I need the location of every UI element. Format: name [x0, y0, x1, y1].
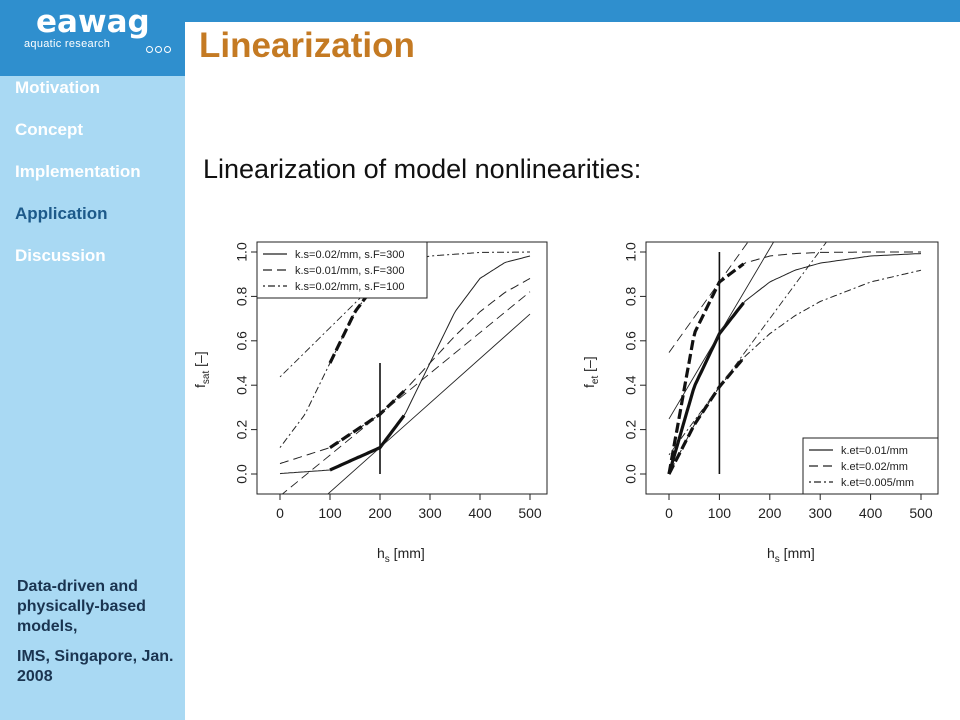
series-highlight-1 [667, 301, 745, 475]
series-line-1 [279, 255, 531, 475]
y-tick-label: 0.0 [234, 464, 250, 484]
legend-label-2: k.et=0.02/mm [841, 461, 908, 473]
x-axis-label: hs [mm] [767, 545, 815, 565]
top-bar [0, 0, 960, 22]
x-axis-label: hs [mm] [377, 545, 425, 565]
y-tick-label: 0.8 [234, 286, 250, 306]
plot-body [667, 242, 922, 475]
sidebar-item-concept[interactable]: Concept [15, 120, 83, 139]
chart-1: 0 100 200 300 400 500 0.0 0.2 0.4 0.6 0.8 1.0 hs [mm… [192, 241, 548, 565]
y-tick-label: 0.4 [234, 375, 250, 395]
tangent-line-2 [668, 242, 749, 353]
series-highlight-2 [329, 389, 406, 449]
series-line-2 [668, 251, 921, 475]
y-tick-label: 0.2 [234, 420, 250, 440]
y-tick-label: 0.0 [623, 464, 639, 484]
sidebar-item-implementation[interactable]: Implementation [15, 162, 141, 181]
tangent-line-1 [668, 242, 775, 420]
logo: eawag aquatic research [0, 0, 185, 76]
y-tick-label: 1.0 [234, 242, 250, 262]
y-axis-label: fsat [–] [192, 351, 212, 388]
y-tick-label: 0.6 [234, 331, 250, 351]
x-tick-label: 200 [368, 505, 392, 521]
x-tick-label: 400 [859, 505, 883, 521]
x-tick-label: 500 [518, 505, 542, 521]
y-tick-label: 0.8 [623, 286, 639, 306]
legend-label-1: k.et=0.01/mm [841, 445, 908, 457]
plot-frame [645, 241, 939, 495]
sidebar-item-motivation[interactable]: Motivation [15, 78, 100, 97]
y-tick-label: 0.4 [623, 375, 639, 395]
slide-subtitle: Linearization of model nonlinearities: [203, 154, 642, 184]
legend: k.s=0.02/mm, s.F=300 k.s=0.01/mm, s.F=300… [256, 241, 428, 299]
x-tick-label: 500 [909, 505, 933, 521]
x-tick-label: 0 [665, 505, 673, 521]
x-tick-label: 300 [418, 505, 442, 521]
legend-label-1: k.s=0.02/mm, s.F=300 [295, 249, 404, 261]
y-tick-label: 0.2 [623, 420, 639, 440]
x-tick-label: 0 [276, 505, 284, 521]
legend-label-3: k.et=0.005/mm [841, 477, 914, 489]
x-tick-label: 300 [809, 505, 833, 521]
y-axis-label: fet [–] [581, 356, 601, 388]
logo-dots-icon [146, 40, 173, 58]
logo-wordmark: eawag [36, 4, 150, 40]
tangent-line-1 [327, 313, 531, 494]
x-tick-label: 400 [468, 505, 492, 521]
sidebar [0, 76, 185, 720]
tangent-line-3 [668, 242, 828, 456]
charts-area: 0 100 200 300 400 500 0.0 0.2 0.4 0.6 0.8 1.0 hs [mm… [192, 241, 939, 565]
chart-2: 0 100 200 300 400 500 0.0 0.2 0.4 0.6 0.8 1.0 hs [mm… [581, 241, 939, 565]
page-title: Linearization [199, 26, 415, 65]
logo-tagline: aquatic research [24, 38, 111, 50]
footer-note-line2: IMS, Singapore, Jan. 2008 [17, 648, 174, 685]
series-highlight-1 [329, 414, 406, 472]
series-highlight-3 [667, 356, 745, 475]
legend-label-3: k.s=0.02/mm, s.F=100 [295, 281, 404, 293]
footer-note-line1: Data-driven and physically-based models, [17, 578, 146, 635]
sidebar-nav: Motivation Concept Implementation Applic… [15, 78, 141, 288]
x-tick-label: 200 [758, 505, 782, 521]
footer-note: Data-driven and physically-based models,… [17, 577, 182, 687]
legend: k.et=0.01/mm k.et=0.02/mm k.et=0.005/mm [802, 437, 939, 495]
legend-label-2: k.s=0.01/mm, s.F=300 [295, 265, 404, 277]
x-tick-label: 100 [318, 505, 342, 521]
y-tick-label: 0.6 [623, 331, 639, 351]
tangent-line-2 [281, 291, 531, 494]
y-tick-label: 1.0 [623, 242, 639, 262]
sidebar-item-application[interactable]: Application [15, 204, 108, 223]
sidebar-item-discussion[interactable]: Discussion [15, 246, 106, 265]
series-highlight-2 [667, 262, 745, 475]
x-tick-label: 100 [708, 505, 732, 521]
series-line-2 [279, 277, 531, 465]
